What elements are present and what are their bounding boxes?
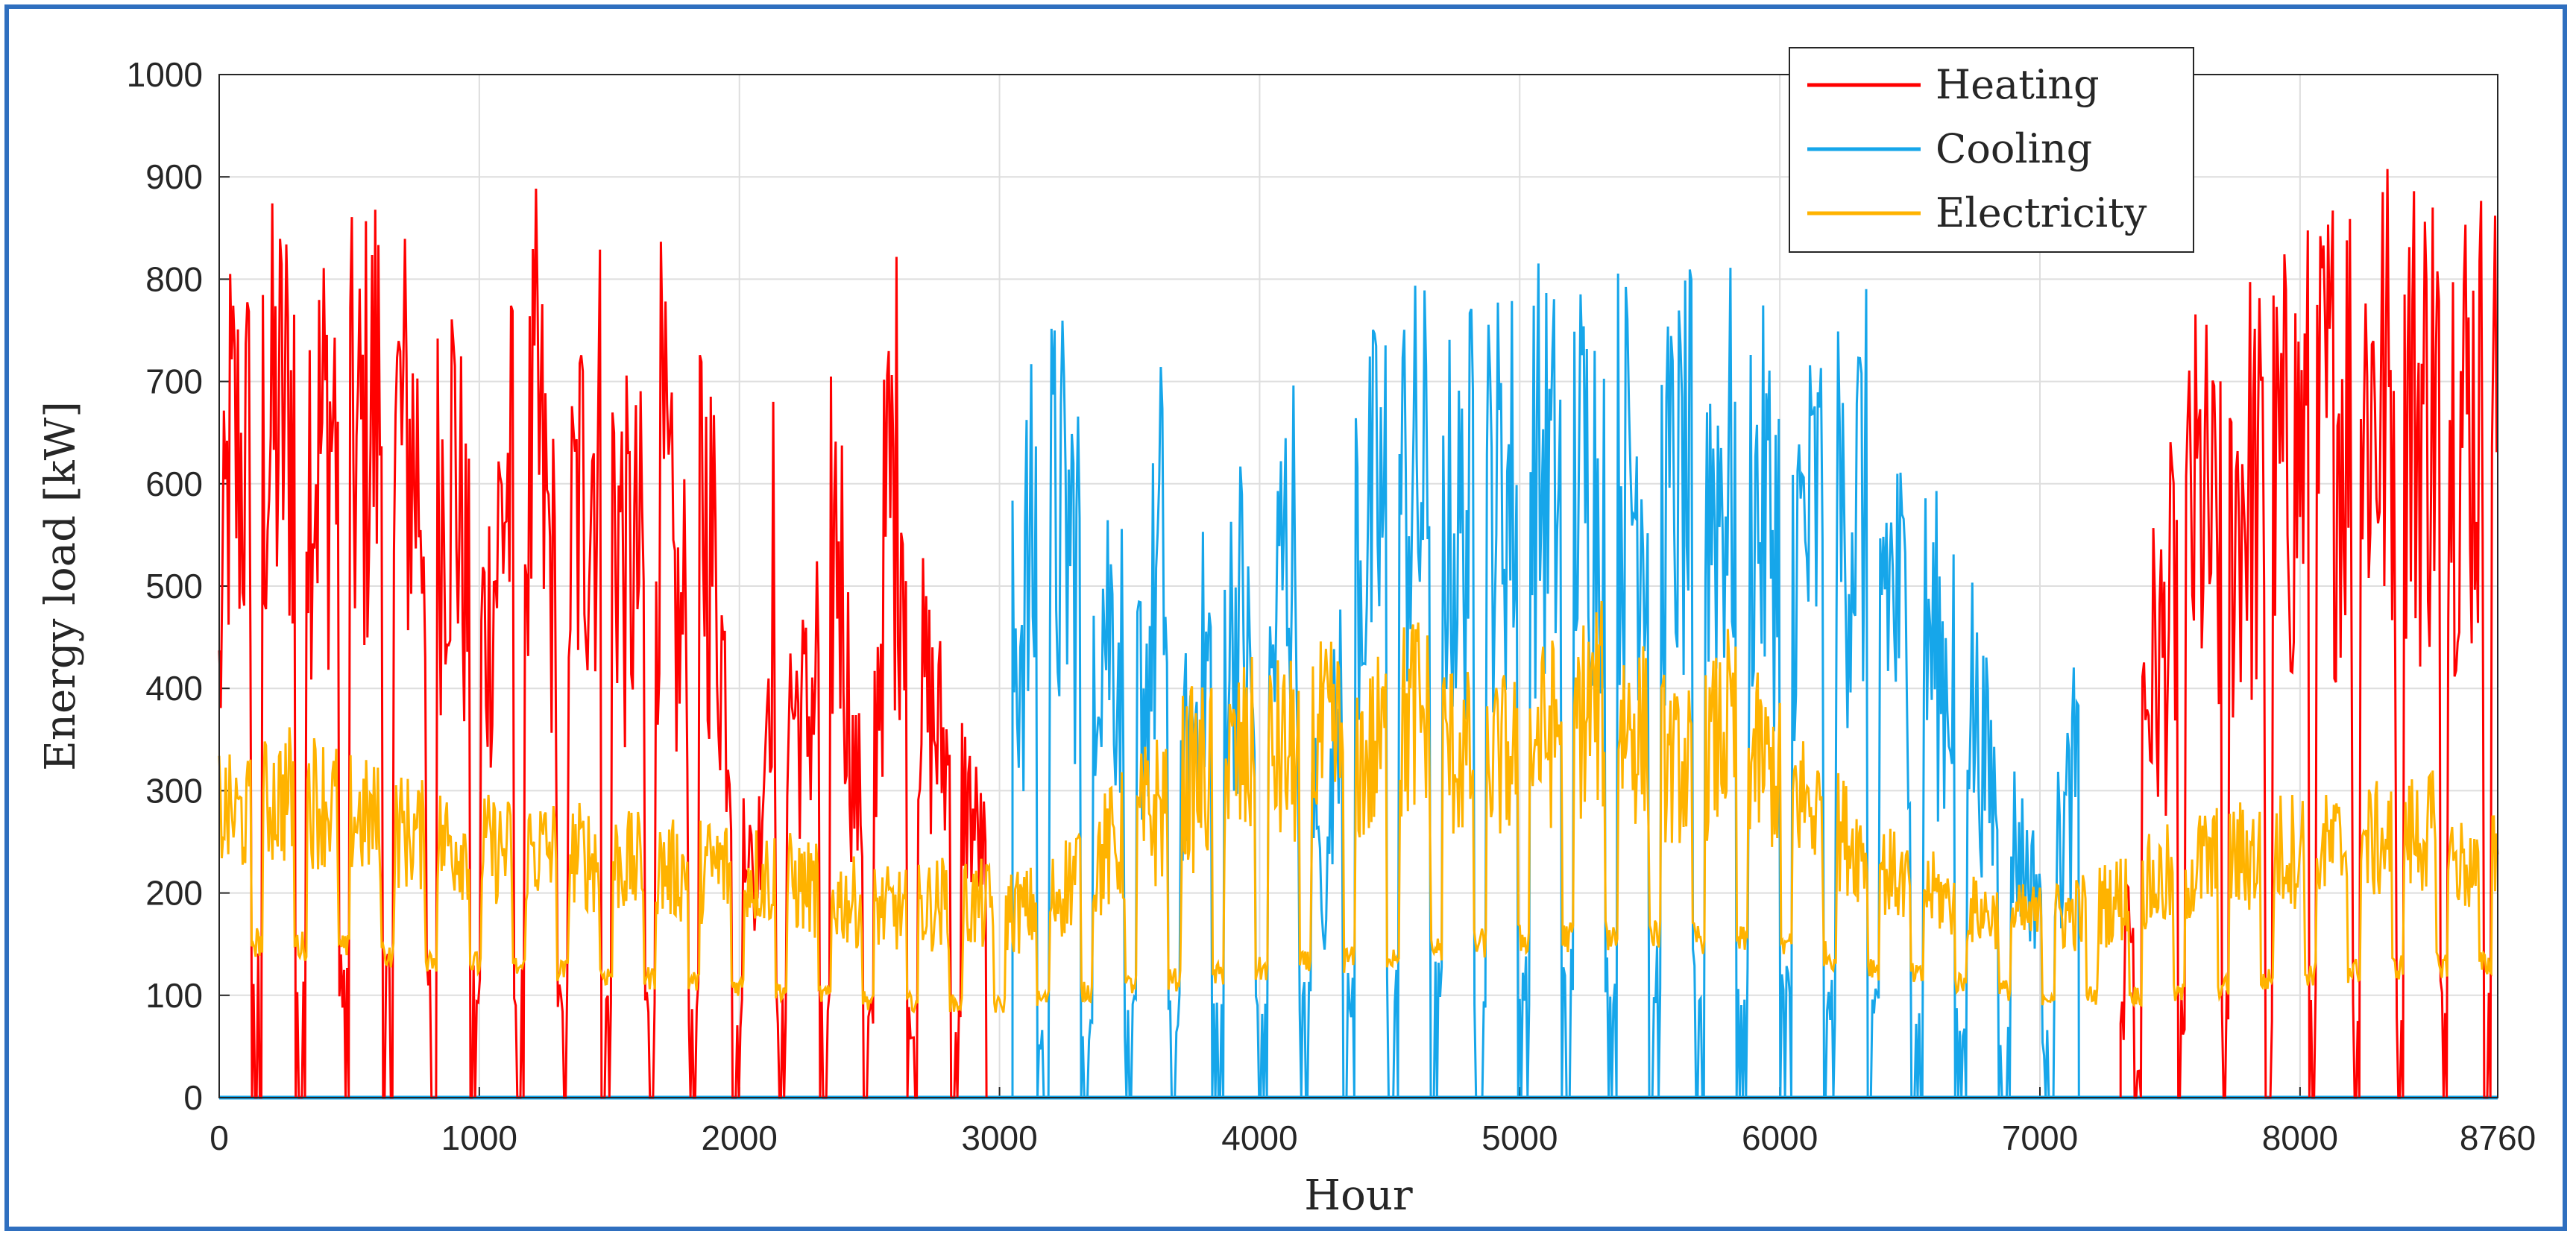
legend: Heating Cooling Electricity bbox=[1789, 47, 2194, 253]
x-tick-label: 0 bbox=[210, 1118, 229, 1157]
legend-label: Electricity bbox=[1936, 189, 2147, 236]
x-tick-label: 2000 bbox=[702, 1118, 778, 1157]
energy-load-chart: 0 1000 2000 3000 4000 5000 6000 7000 8000 8760 0 1… bbox=[37, 47, 2536, 1220]
y-tick-label: 0 bbox=[183, 1078, 203, 1117]
legend-label: Cooling bbox=[1936, 125, 2092, 172]
y-tick-label: 900 bbox=[145, 157, 203, 196]
y-tick-label: 1000 bbox=[127, 55, 203, 94]
y-tick-label: 800 bbox=[145, 259, 203, 298]
x-tick-label: 7000 bbox=[2002, 1118, 2078, 1157]
x-tick-label: 3000 bbox=[961, 1118, 1037, 1157]
chart-frame: 0 1000 2000 3000 4000 5000 6000 7000 8000 8760 0 1… bbox=[4, 4, 2567, 1231]
series-heating-tail bbox=[2119, 169, 2498, 1099]
x-tick-label: 8000 bbox=[2262, 1118, 2338, 1157]
y-tick-labels: 0 100 200 300 400 500 600 700 800 900 1000 bbox=[127, 55, 203, 1117]
legend-label: Heating bbox=[1936, 61, 2100, 108]
y-tick-label: 600 bbox=[145, 465, 203, 503]
x-tick-label: 8760 bbox=[2460, 1118, 2536, 1157]
x-tick-label: 4000 bbox=[1221, 1118, 1297, 1157]
y-tick-label: 700 bbox=[145, 362, 203, 401]
y-tick-label: 400 bbox=[145, 669, 203, 708]
y-tick-label: 200 bbox=[145, 874, 203, 913]
y-tick-label: 100 bbox=[145, 976, 203, 1015]
series-electricity bbox=[218, 600, 2499, 1014]
y-tick-label: 300 bbox=[145, 771, 203, 810]
y-axis-title: Energy load [kW] bbox=[37, 401, 85, 771]
series-cooling bbox=[1011, 263, 2080, 1099]
y-tick-label: 500 bbox=[145, 567, 203, 605]
plot-border bbox=[218, 74, 2498, 1098]
x-tick-label: 6000 bbox=[1742, 1118, 1818, 1157]
x-tick-labels: 0 1000 2000 3000 4000 5000 6000 7000 8000 8760 bbox=[210, 1118, 2536, 1157]
x-tick-label: 1000 bbox=[441, 1118, 517, 1157]
x-axis-title: Hour bbox=[1304, 1171, 1413, 1220]
x-tick-label: 5000 bbox=[1481, 1118, 1558, 1157]
